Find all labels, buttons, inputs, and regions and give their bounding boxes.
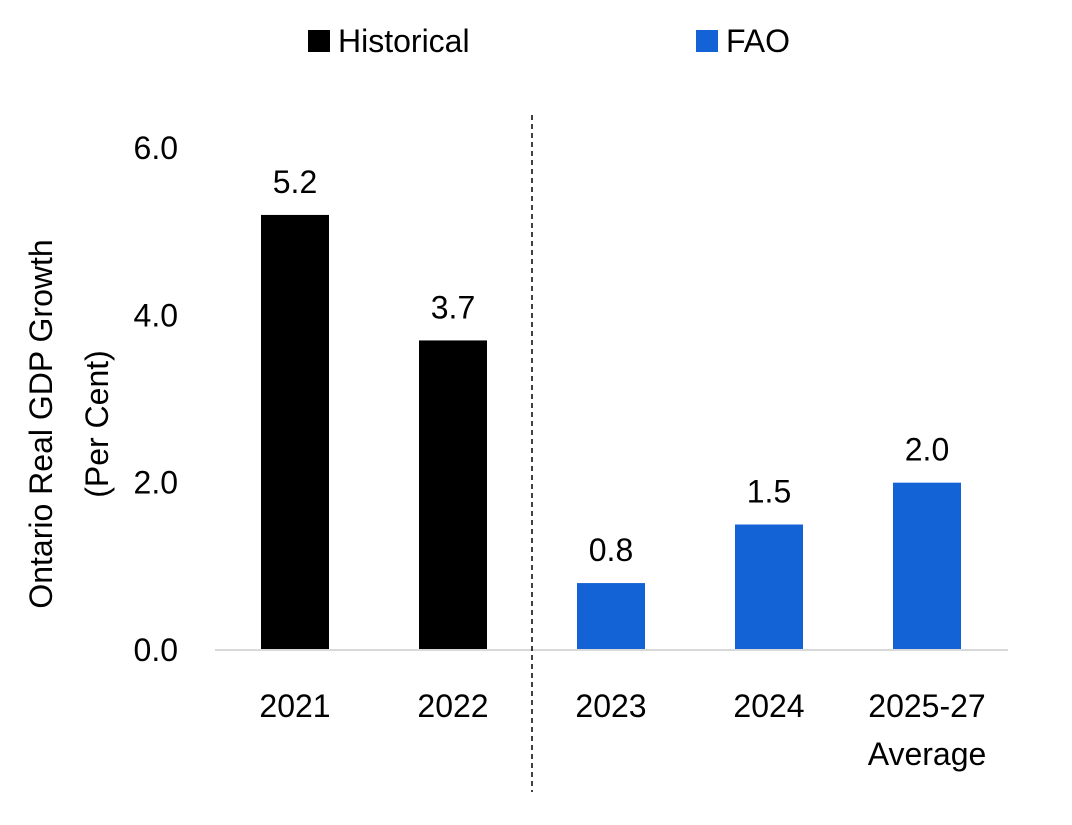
data-label: 0.8 [589,532,633,568]
y-axis-label: Ontario Real GDP Growth (Per Cent) [23,239,115,608]
x-tick-label: 2024 [733,688,804,724]
x-tick-label: 2023 [575,688,646,724]
bars [261,214,961,650]
x-tick-label: 2025-27 [868,688,985,724]
y-tick-label: 0.0 [134,632,178,668]
y-tick-label: 2.0 [134,465,178,501]
bar [735,524,803,650]
y-tick-label: 4.0 [134,297,178,333]
bar [419,340,487,650]
x-tick-label: 2022 [417,688,488,724]
legend-swatch [308,30,330,52]
y-axis-label-line: (Per Cent) [79,350,115,498]
bar [577,583,645,650]
x-tick-label: Average [868,736,987,772]
data-label: 2.0 [905,432,949,468]
legend-swatch [696,30,718,52]
bar [893,482,961,650]
y-axis-label-line: Ontario Real GDP Growth [23,239,59,608]
data-label: 3.7 [431,289,475,325]
data-label: 5.2 [273,164,317,200]
x-tick-label: 2021 [259,688,330,724]
x-axis-ticks: 2021 2022 2023 2024 2025-27 Average [259,688,986,772]
y-tick-label: 6.0 [134,130,178,166]
data-labels: 5.2 3.7 0.8 1.5 2.0 [273,164,949,568]
y-axis-ticks: 0.0 2.0 4.0 6.0 [134,130,178,668]
legend: Historical FAO [308,23,790,59]
legend-label: FAO [726,23,790,59]
data-label: 1.5 [747,474,791,510]
bar [261,214,329,650]
legend-label: Historical [338,23,470,59]
